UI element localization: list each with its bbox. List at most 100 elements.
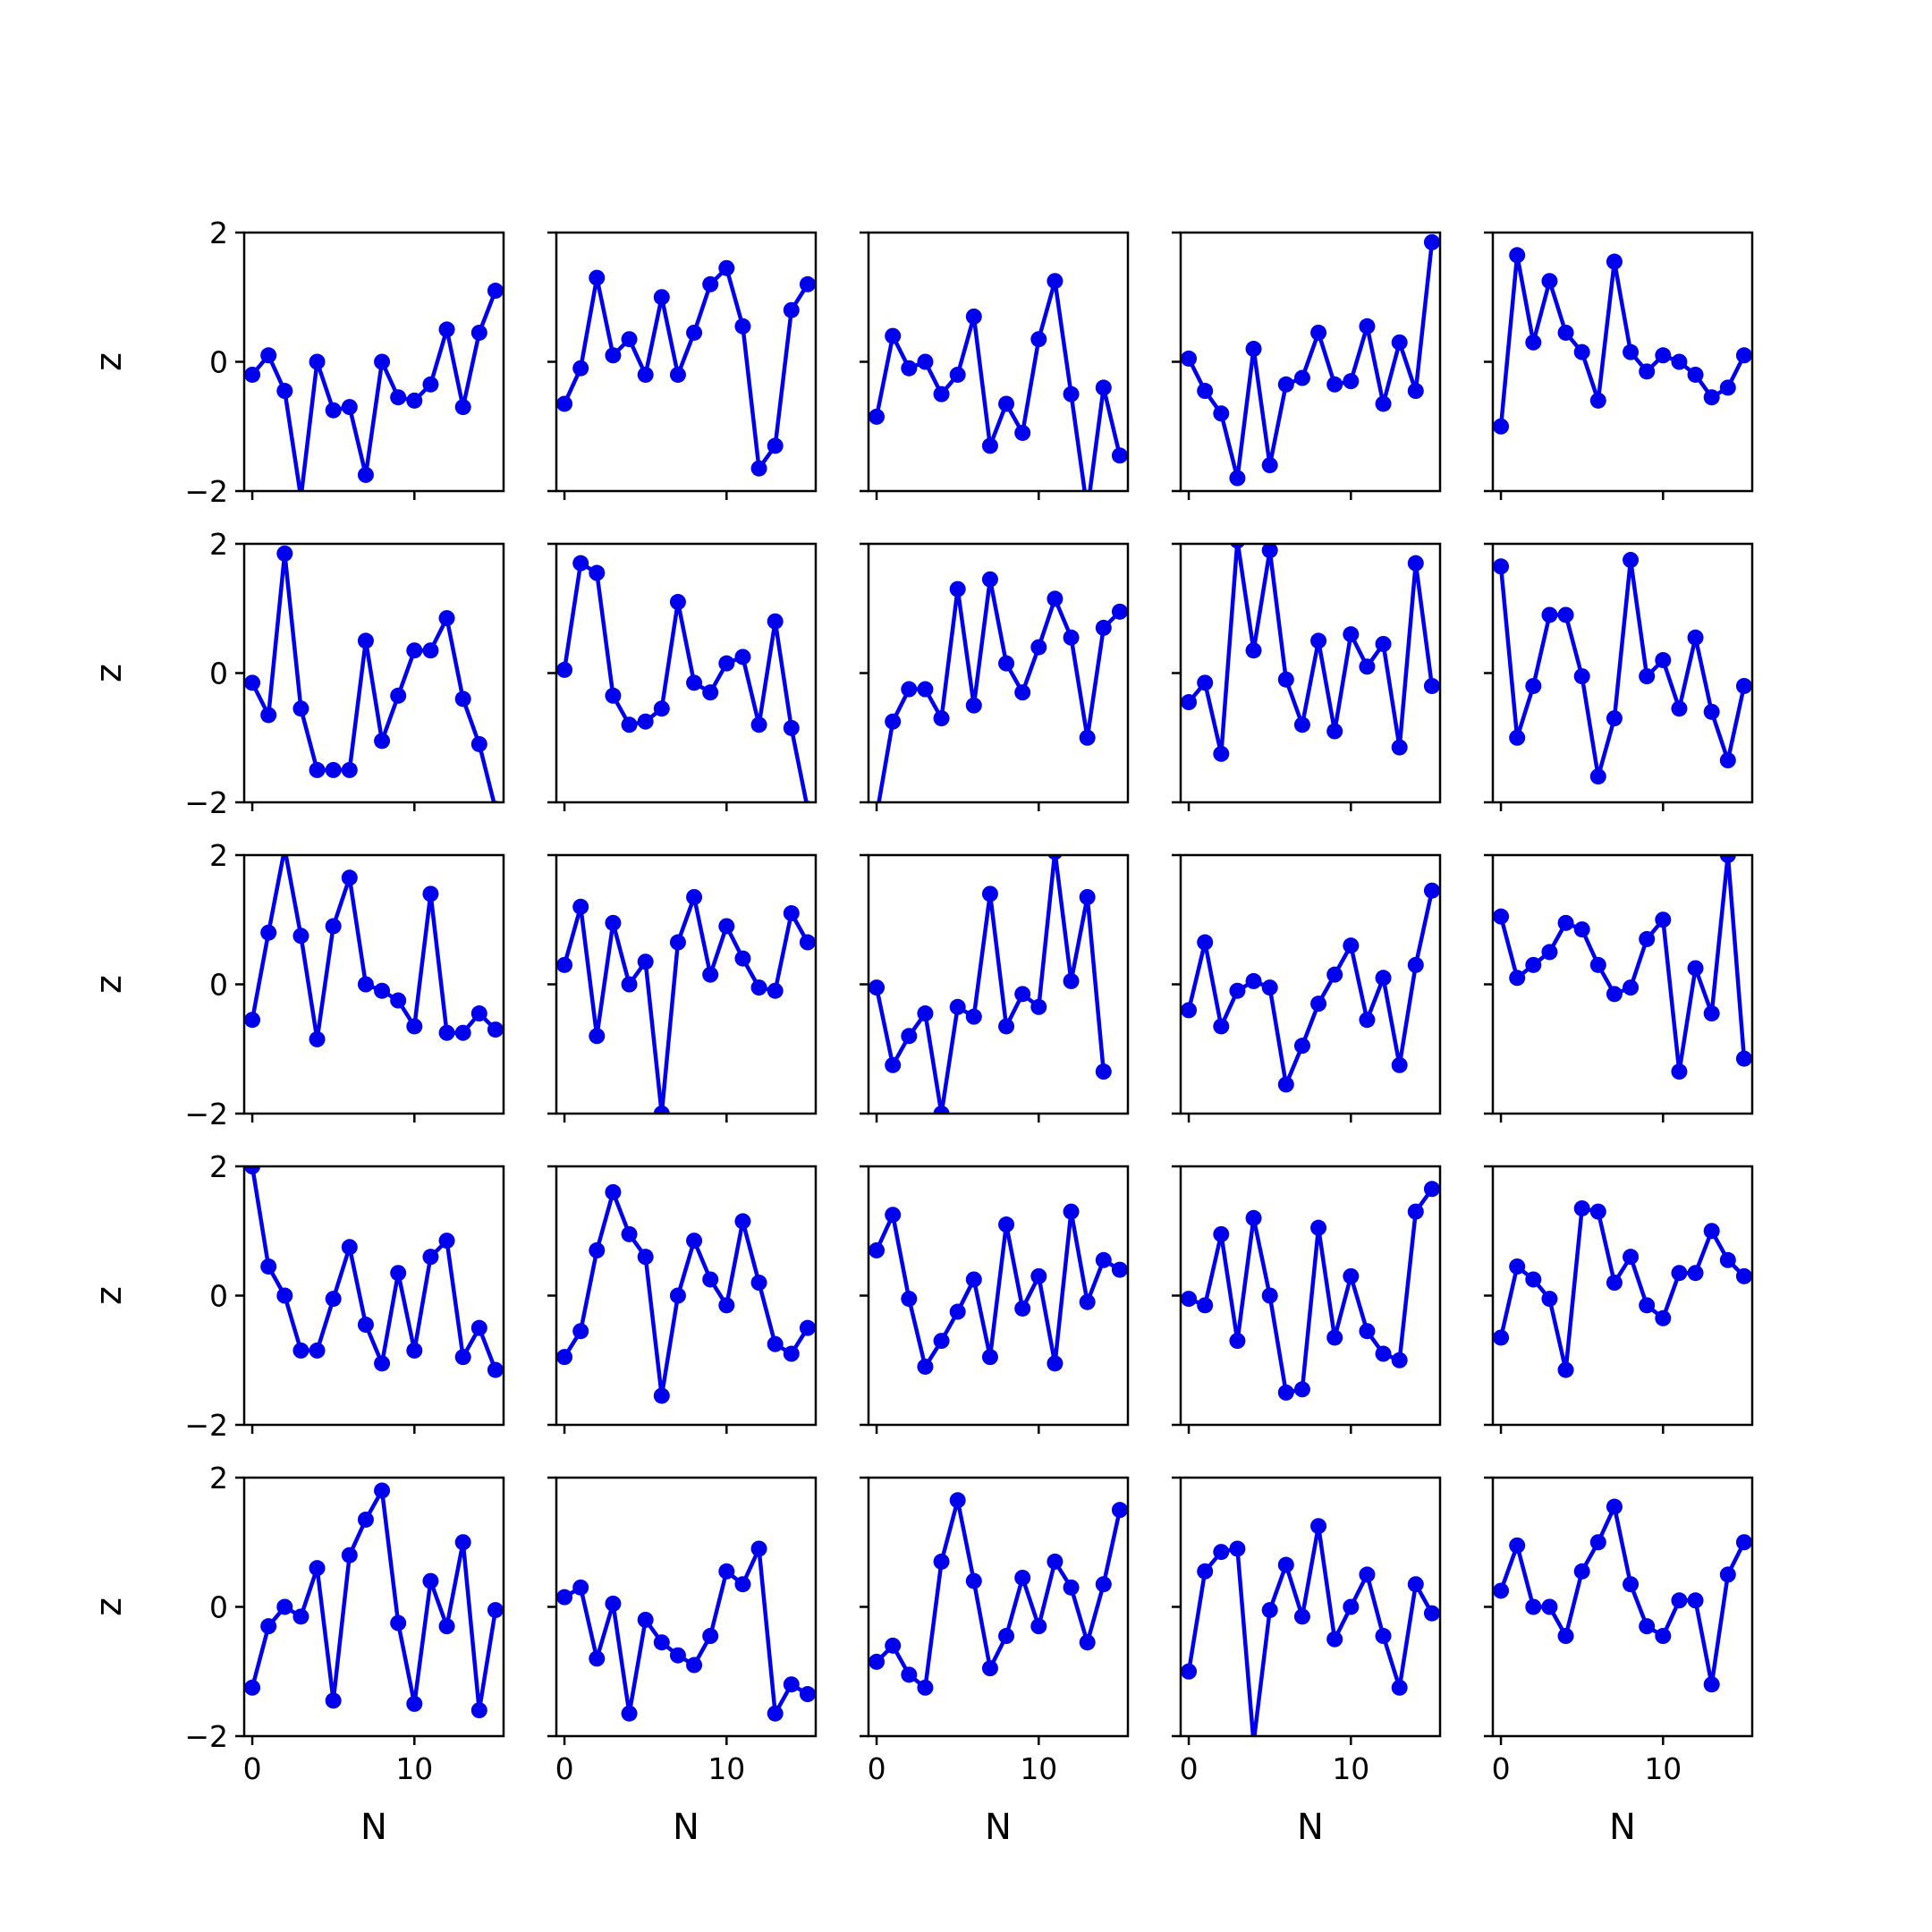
data-point xyxy=(292,1608,309,1625)
data-point xyxy=(1589,392,1606,409)
data-point xyxy=(734,648,751,665)
y-tick-label: 0 xyxy=(209,1279,228,1314)
data-point xyxy=(1509,1258,1526,1275)
data-point xyxy=(1181,1002,1198,1019)
data-point xyxy=(1310,996,1327,1013)
panel-3-3 xyxy=(860,853,1130,1123)
y-tick-label: −2 xyxy=(184,785,228,820)
panel-1-5 xyxy=(1484,231,1754,500)
data-point xyxy=(309,761,326,778)
data-point xyxy=(1213,1544,1230,1561)
y-tick-label: 2 xyxy=(209,216,228,250)
data-point xyxy=(470,735,487,752)
data-point xyxy=(669,594,686,611)
data-point xyxy=(767,613,784,630)
data-point xyxy=(1391,739,1408,756)
data-point xyxy=(1375,1628,1392,1645)
data-point xyxy=(998,395,1015,412)
data-point xyxy=(1493,418,1510,435)
data-point xyxy=(1509,247,1526,264)
data-point xyxy=(1687,366,1704,383)
x-tick-label: 10 xyxy=(708,1751,745,1786)
data-point xyxy=(1573,1563,1590,1580)
data-point xyxy=(390,992,407,1009)
y-axis-label: z xyxy=(89,352,130,371)
data-point xyxy=(1407,956,1424,973)
series-line xyxy=(1498,1504,1746,1687)
data-point xyxy=(637,953,654,970)
data-point xyxy=(1245,1209,1262,1226)
data-point xyxy=(1343,1267,1360,1284)
data-point xyxy=(1541,273,1558,290)
y-axis-label: z xyxy=(89,1597,130,1616)
data-point xyxy=(341,761,358,778)
data-point xyxy=(949,1492,966,1509)
data-point xyxy=(1639,930,1656,947)
data-point xyxy=(1030,998,1047,1015)
series-line xyxy=(875,1498,1123,1690)
x-tick-label: 0 xyxy=(1180,1751,1199,1786)
data-point xyxy=(1230,544,1245,549)
data-point xyxy=(799,934,816,951)
data-point xyxy=(1343,373,1360,390)
panel-4-4 xyxy=(1172,1165,1442,1434)
series-line xyxy=(562,561,809,802)
data-point xyxy=(1111,447,1128,464)
x-tick-label: 0 xyxy=(243,1751,262,1786)
data-point xyxy=(702,966,719,983)
data-point xyxy=(1589,1203,1606,1220)
y-tick-label: 0 xyxy=(209,657,228,691)
y-tick-label: 2 xyxy=(209,1461,228,1496)
series-line xyxy=(250,290,498,491)
data-point xyxy=(589,269,606,286)
data-point xyxy=(1014,684,1031,701)
data-point xyxy=(1079,729,1096,746)
panel-4-2 xyxy=(547,1165,818,1434)
data-point xyxy=(686,674,703,691)
series-line xyxy=(1188,1187,1434,1395)
data-point xyxy=(1655,652,1672,669)
data-point xyxy=(1293,369,1310,386)
data-point xyxy=(1375,395,1392,412)
data-point xyxy=(292,928,309,945)
data-point xyxy=(1181,1663,1198,1680)
data-point xyxy=(572,555,589,572)
data-point xyxy=(1735,347,1752,364)
data-point xyxy=(767,1705,784,1722)
data-point xyxy=(309,1030,326,1047)
data-point xyxy=(702,1628,719,1645)
data-point xyxy=(1310,1518,1327,1535)
data-point xyxy=(669,1287,686,1304)
data-point xyxy=(783,301,800,318)
data-point xyxy=(1063,1203,1080,1220)
data-point xyxy=(454,399,471,416)
data-point xyxy=(1557,1628,1574,1645)
panel-4-3 xyxy=(860,1165,1130,1434)
series-line xyxy=(1186,890,1435,1087)
data-point xyxy=(1719,1251,1736,1268)
data-point xyxy=(1063,386,1080,402)
panel-2-4 xyxy=(1172,542,1442,811)
data-point xyxy=(341,399,358,416)
data-point xyxy=(1359,1566,1376,1583)
y-tick-label: 0 xyxy=(209,968,228,1003)
data-point xyxy=(1703,1223,1720,1240)
data-point xyxy=(276,383,293,400)
data-point xyxy=(1359,1323,1376,1340)
data-point xyxy=(1687,629,1704,646)
data-point xyxy=(1229,1333,1246,1350)
data-point xyxy=(454,1349,471,1366)
data-point xyxy=(1655,1628,1672,1645)
data-point xyxy=(1639,668,1656,685)
panel-3-2 xyxy=(547,853,818,1123)
data-point xyxy=(1541,1291,1558,1308)
data-point xyxy=(1213,1018,1230,1035)
data-point xyxy=(1310,632,1327,649)
data-point xyxy=(1623,979,1640,996)
x-axis-label: N xyxy=(985,1807,1012,1848)
x-axis-label: N xyxy=(360,1807,387,1848)
data-point xyxy=(244,674,261,691)
data-point xyxy=(1030,639,1047,656)
data-point xyxy=(1557,606,1574,623)
series-line xyxy=(563,266,809,470)
